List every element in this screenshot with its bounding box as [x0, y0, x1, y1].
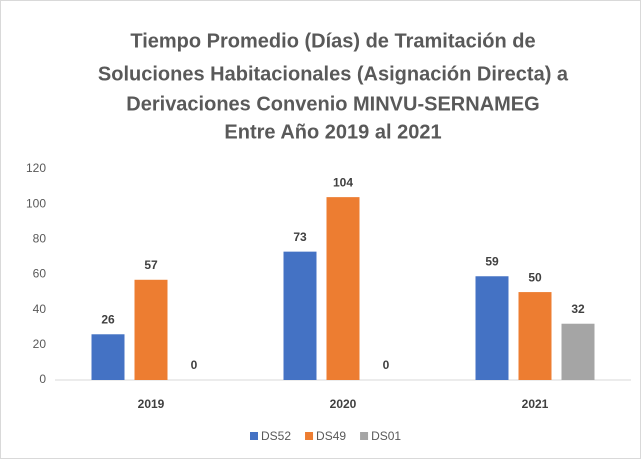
chart-title: Entre Año 2019 al 2021 — [224, 121, 441, 143]
legend-swatch — [360, 432, 369, 440]
y-tick-label: 120 — [26, 161, 46, 175]
legend-label: DS01 — [371, 429, 401, 443]
value-label: 73 — [293, 230, 307, 244]
bar — [518, 292, 552, 380]
y-tick-label: 60 — [33, 267, 47, 281]
y-tick-label: 100 — [26, 196, 46, 210]
bar — [475, 276, 509, 380]
legend-swatch — [250, 432, 258, 440]
x-tick-label: 2020 — [330, 397, 357, 411]
y-tick-label: 40 — [33, 302, 47, 316]
value-label: 104 — [333, 175, 353, 189]
bar — [134, 279, 168, 380]
bar — [326, 197, 360, 380]
chart-title: Derivaciones Convenio MINVU-SERNAMEG — [126, 93, 539, 115]
value-label: 59 — [485, 254, 499, 268]
bar — [91, 334, 125, 380]
x-tick-label: 2021 — [522, 397, 549, 411]
y-tick-label: 80 — [33, 232, 47, 246]
value-label: 0 — [383, 358, 390, 372]
chart-title: Soluciones Habitacionales (Asignación Di… — [98, 63, 569, 85]
y-tick-label: 20 — [33, 337, 47, 351]
x-tick-label: 2019 — [138, 397, 165, 411]
value-label: 32 — [571, 302, 585, 316]
value-label: 26 — [101, 312, 115, 326]
legend-label: DS49 — [316, 429, 346, 443]
value-label: 57 — [144, 258, 158, 272]
legend-swatch — [305, 432, 314, 440]
chart-title: Tiempo Promedio (Días) de Tramitación de — [130, 30, 535, 52]
value-label: 0 — [191, 358, 198, 372]
legend-label: DS52 — [261, 429, 291, 443]
bar — [283, 251, 317, 380]
bar — [561, 323, 595, 380]
y-tick-label: 0 — [39, 372, 46, 386]
value-label: 50 — [528, 270, 542, 284]
